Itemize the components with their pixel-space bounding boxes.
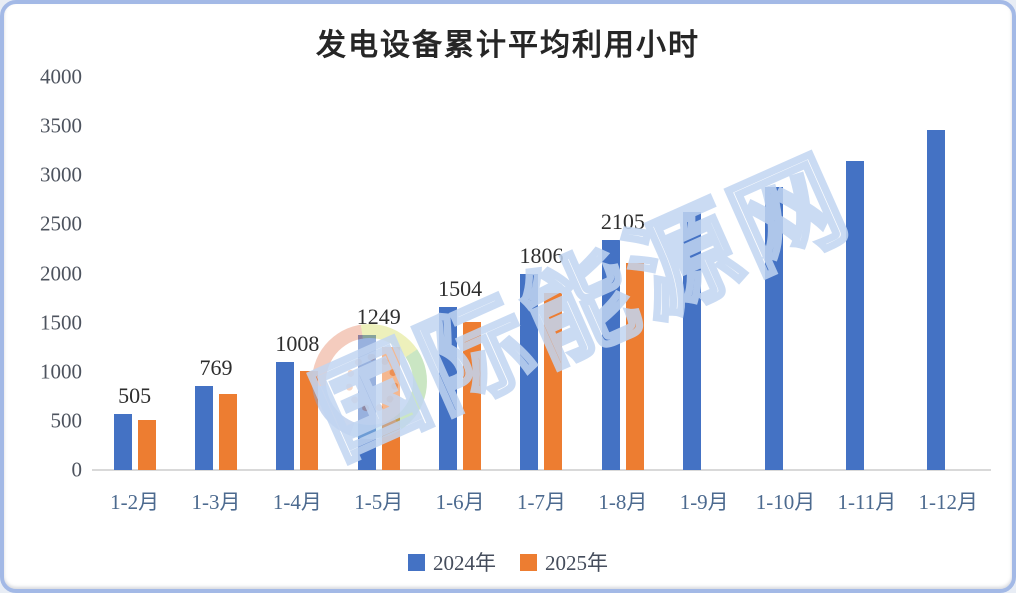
bar-2025年-1-4月 — [300, 370, 319, 470]
bar-2024年-1-3月 — [195, 386, 214, 470]
category-slot: 1806 — [501, 77, 582, 470]
legend: 2024年 2025年 — [4, 547, 1012, 577]
data-label: 1806 — [519, 242, 564, 268]
category-slot — [664, 77, 745, 470]
x-tick-label: 1-9月 — [679, 490, 729, 514]
x-tick-label: 1-3月 — [191, 490, 241, 514]
y-tick-label: 1000 — [40, 359, 82, 384]
bar-2025年-1-7月 — [544, 292, 563, 470]
bar-2024年-1-5月 — [357, 334, 376, 470]
y-tick-label: 4000 — [40, 64, 82, 89]
bar-2025年-1-6月 — [463, 322, 482, 470]
bar-2024年-1-2月 — [113, 414, 132, 470]
data-label: 1504 — [438, 275, 483, 301]
data-label: 1249 — [356, 303, 401, 329]
y-tick-label: 0 — [71, 457, 83, 482]
data-label: 1008 — [275, 330, 320, 356]
bar-2025年-1-5月 — [381, 347, 400, 470]
y-axis: 0 500 1000 1500 2000 2500 3000 3500 4000 — [4, 4, 84, 589]
y-tick-label: 3500 — [40, 113, 82, 138]
x-axis-line — [92, 469, 991, 471]
bar-2025年-1-2月 — [137, 420, 156, 470]
x-tick-label: 1-7月 — [516, 490, 566, 514]
legend-swatch-icon — [408, 553, 425, 571]
bar-2024年-1-4月 — [276, 361, 295, 470]
bar-2024年-1-10月 — [764, 187, 783, 470]
x-tick-label: 1-10月 — [755, 490, 816, 514]
category-slot: 1249 — [338, 77, 419, 470]
chart-title: 发电设备累计平均利用小时 — [316, 29, 700, 62]
data-label: 2105 — [600, 209, 645, 235]
legend-item-2025年: 2025年 — [520, 547, 608, 577]
plot-area: 505 769 1008 1249 1504 1806 2105 — [94, 77, 989, 470]
category-slot: 1008 — [257, 77, 338, 470]
y-tick-label: 500 — [50, 408, 83, 433]
x-tick-label: 1-8月 — [598, 490, 648, 514]
x-tick-label: 1-2月 — [110, 490, 160, 514]
legend-label: 2024年 — [433, 551, 496, 575]
bar-2024年-1-12月 — [927, 130, 946, 470]
legend-item-2024年: 2024年 — [408, 547, 496, 577]
category-slot — [826, 77, 907, 470]
category-slot — [908, 77, 989, 470]
y-tick-label: 2500 — [40, 211, 82, 236]
category-slot: 2105 — [582, 77, 663, 470]
bar-2025年-1-3月 — [219, 394, 238, 470]
bar-2024年-1-6月 — [439, 306, 458, 470]
bar-2024年-1-11月 — [845, 161, 864, 470]
legend-label: 2025年 — [545, 551, 608, 575]
x-tick-label: 1-4月 — [272, 490, 322, 514]
data-label: 769 — [199, 355, 233, 380]
data-label: 505 — [118, 383, 152, 408]
bar-2024年-1-8月 — [601, 240, 620, 470]
y-tick-label: 1500 — [40, 310, 82, 335]
category-slot: 1504 — [419, 77, 500, 470]
x-axis: 1-2月 1-3月 1-4月 1-5月 1-6月 1-7月 1-8月 1-9月 1-10月 1-1… — [94, 486, 989, 514]
legend-swatch-icon — [520, 553, 537, 571]
x-tick-label: 1-12月 — [918, 490, 979, 514]
bar-2024年-1-7月 — [520, 273, 539, 470]
x-tick-label: 1-11月 — [837, 490, 897, 514]
category-slot — [745, 77, 826, 470]
x-tick-label: 1-6月 — [435, 490, 485, 514]
y-tick-label: 3000 — [40, 162, 82, 187]
category-slot: 769 — [175, 77, 256, 470]
x-tick-label: 1-5月 — [354, 490, 404, 514]
category-slot: 505 — [94, 77, 175, 470]
bar-2025年-1-8月 — [625, 263, 644, 470]
y-tick-label: 2000 — [40, 261, 82, 285]
bar-2024年-1-9月 — [683, 212, 702, 470]
